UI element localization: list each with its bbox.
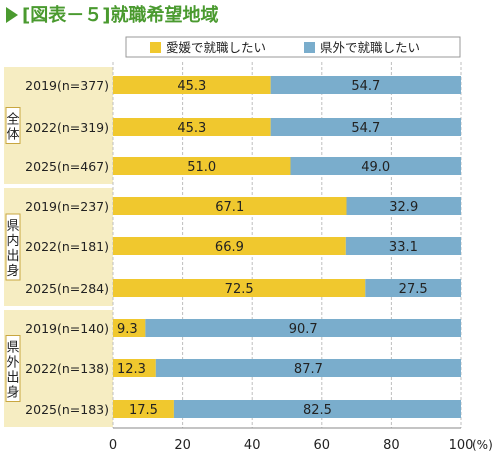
bar-ehime	[113, 400, 174, 418]
data-label: 51.0	[187, 160, 216, 175]
bar-ehime	[113, 359, 156, 377]
bar-outside	[270, 118, 461, 136]
data-label: 32.9	[389, 200, 418, 215]
row-label: 2025(n=284)	[25, 281, 109, 296]
row-label: 2025(n=183)	[25, 402, 109, 417]
legend-swatch	[304, 42, 315, 53]
row-label: 2025(n=467)	[25, 159, 109, 174]
legend-label: 県外で就職したい	[320, 40, 420, 55]
group-panel	[4, 188, 113, 306]
group-label-char: 出	[6, 249, 19, 264]
group-panel	[4, 67, 113, 184]
data-label: 49.0	[361, 160, 390, 175]
row-label: 2019(n=140)	[25, 321, 109, 336]
bar-ehime	[113, 237, 346, 255]
data-label: 67.1	[215, 200, 244, 215]
bar-outside	[290, 157, 461, 175]
legend-swatch	[150, 42, 161, 53]
bar-outside	[270, 76, 461, 94]
data-label: 45.3	[177, 79, 206, 94]
x-tick-label: 0	[109, 438, 117, 453]
legend-label: 愛媛で就職したい	[166, 40, 266, 55]
row-label: 2019(n=377)	[25, 78, 109, 93]
bar-outside	[345, 237, 461, 255]
bar-outside	[155, 359, 461, 377]
group-label-char: 県	[6, 219, 19, 234]
data-label: 27.5	[399, 282, 428, 297]
x-unit-label: (%)	[472, 438, 493, 452]
group-label-char: 身	[6, 385, 19, 401]
bar-ehime	[113, 319, 146, 337]
group-label-box	[5, 107, 21, 144]
bar-ehime	[113, 76, 271, 94]
data-label: 87.7	[294, 362, 323, 377]
group-label-char: 身	[6, 263, 19, 279]
data-label: 82.5	[303, 403, 332, 418]
bar-ehime	[113, 118, 271, 136]
data-label: 72.5	[225, 282, 254, 297]
group-label-char: 全	[6, 112, 19, 128]
row-label: 2022(n=319)	[25, 120, 109, 135]
group-label-char: 県	[6, 341, 19, 356]
data-label: 45.3	[177, 121, 206, 136]
bar-outside	[145, 319, 461, 337]
bar-ehime	[113, 157, 291, 175]
data-label: 9.3	[117, 322, 138, 337]
group-panel	[4, 310, 113, 427]
x-tick-label: 60	[314, 438, 331, 453]
data-label: 90.7	[289, 322, 318, 337]
data-label: 54.7	[351, 121, 380, 136]
x-tick-label: 100	[449, 438, 474, 453]
data-label: 54.7	[351, 79, 380, 94]
data-label: 33.1	[389, 240, 418, 255]
row-label: 2022(n=138)	[25, 361, 109, 376]
group-label-box	[5, 335, 21, 402]
legend-box	[125, 36, 461, 58]
group-label-box	[5, 213, 21, 281]
group-label-char: 体	[6, 128, 19, 143]
bar-ehime	[113, 197, 347, 215]
x-tick-label: 80	[383, 438, 400, 453]
data-label: 66.9	[215, 240, 244, 255]
group-label-char: 外	[6, 356, 19, 371]
bar-ehime	[113, 279, 366, 297]
data-label: 17.5	[129, 403, 158, 418]
data-label: 12.3	[117, 362, 146, 377]
chart-title: [図表－５]就職希望地域	[6, 4, 218, 28]
group-label-char: 内	[6, 233, 19, 249]
x-tick-label: 20	[174, 438, 191, 453]
x-tick-label: 40	[244, 438, 261, 453]
bar-outside	[173, 400, 461, 418]
bar-outside	[346, 197, 461, 215]
row-label: 2019(n=237)	[25, 199, 109, 214]
triangle-marker-icon	[6, 7, 18, 23]
group-label-char: 出	[6, 371, 19, 386]
bar-outside	[365, 279, 461, 297]
chart-title-text: [図表－５]就職希望地域	[22, 5, 219, 26]
row-label: 2022(n=181)	[25, 239, 109, 254]
